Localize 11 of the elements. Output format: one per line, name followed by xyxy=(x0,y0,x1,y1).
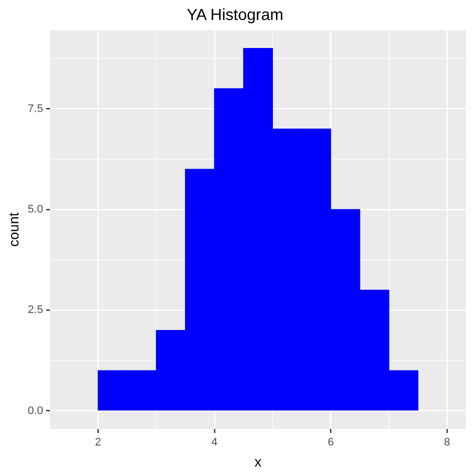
x-tick-label: 4 xyxy=(211,436,218,449)
y-tick-label: 0.0 xyxy=(28,404,44,417)
x-tick-label: 8 xyxy=(444,436,450,449)
chart-title: YA Histogram xyxy=(186,7,284,24)
y-tick-label: 7.5 xyxy=(28,102,44,115)
y-tick-label: 2.5 xyxy=(28,304,44,316)
x-tick-label: 2 xyxy=(95,436,102,449)
x-tick-label: 6 xyxy=(328,436,334,449)
y-axis-title: count xyxy=(5,212,22,247)
x-axis-title: x xyxy=(254,453,262,470)
y-tick-label: 5.0 xyxy=(28,203,44,216)
